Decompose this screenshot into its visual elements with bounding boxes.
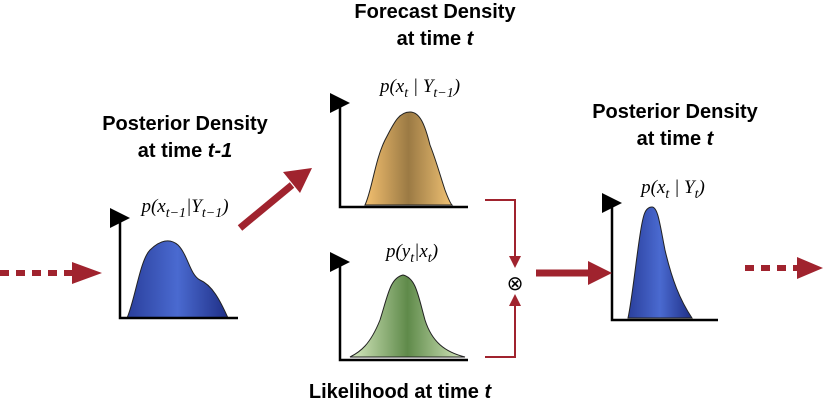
node-title: Posterior Density bbox=[102, 113, 268, 135]
likelihood-curve bbox=[349, 274, 466, 358]
formula-part: ) bbox=[698, 177, 705, 198]
subtitle-text: at time bbox=[138, 140, 208, 162]
arrowhead bbox=[509, 294, 521, 306]
time-symbol: t bbox=[707, 128, 715, 150]
formula-part: p(x bbox=[378, 76, 405, 97]
formula: p(xt | Yt−1) bbox=[378, 76, 460, 101]
caption-text: Likelihood at time bbox=[309, 381, 485, 403]
formula-part: |x bbox=[414, 241, 428, 262]
subtitle-text: at time bbox=[397, 28, 467, 50]
curves bbox=[126, 111, 693, 358]
arrow bbox=[237, 182, 295, 231]
node-caption: Likelihood at time t bbox=[309, 381, 493, 403]
subtitle-text: at time bbox=[637, 128, 707, 150]
node-subtitle: at time t-1 bbox=[138, 140, 232, 162]
node-title: Posterior Density bbox=[592, 101, 758, 123]
formula-subscript: t bbox=[404, 86, 409, 101]
time-symbol: t-1 bbox=[208, 140, 232, 162]
posterior-prev-curve bbox=[126, 240, 229, 319]
node-subtitle: at time t bbox=[637, 128, 715, 150]
formula-part: p(y bbox=[384, 241, 411, 262]
axis bbox=[110, 208, 238, 320]
formula-part: |Y bbox=[186, 196, 204, 217]
connector bbox=[485, 199, 516, 260]
formula-subscript: t bbox=[410, 251, 415, 266]
formula-part: p(x bbox=[139, 196, 166, 217]
formula: p(xt−1|Yt−1) bbox=[139, 196, 228, 221]
arrowhead bbox=[509, 256, 521, 268]
formula-part: ) bbox=[431, 241, 438, 262]
node-title: Forecast Density bbox=[354, 1, 516, 23]
axis bbox=[602, 193, 718, 322]
arrowhead bbox=[72, 262, 102, 284]
arrows bbox=[0, 168, 823, 358]
axes bbox=[110, 93, 718, 362]
formula-subscript: t−1 bbox=[202, 206, 222, 221]
node-subtitle: at time t bbox=[397, 28, 475, 50]
posterior-curve bbox=[627, 206, 693, 319]
formula: p(xt | Yt) bbox=[639, 177, 705, 202]
arrowhead bbox=[797, 257, 823, 279]
formula-part: | Y bbox=[408, 76, 436, 97]
formula-subscript: t bbox=[695, 187, 700, 202]
formula-part: ) bbox=[221, 196, 228, 217]
formula-subscript: t−1 bbox=[433, 86, 453, 101]
arrowhead bbox=[588, 261, 612, 285]
forecast-curve bbox=[364, 111, 454, 206]
time-symbol: t bbox=[467, 28, 475, 50]
axis bbox=[330, 93, 468, 209]
product-operator: ⊗ bbox=[507, 271, 524, 295]
formula-subscript: t−1 bbox=[166, 206, 186, 221]
time-symbol: t bbox=[484, 381, 492, 403]
formula-part: | Y bbox=[669, 177, 697, 198]
connector bbox=[485, 302, 516, 358]
axis bbox=[330, 252, 468, 362]
formula-subscript: t bbox=[665, 187, 670, 202]
formula-subscript: t bbox=[428, 251, 433, 266]
formula-part: p(x bbox=[639, 177, 666, 198]
arrowhead bbox=[283, 168, 312, 193]
formula: p(yt|xt) bbox=[384, 241, 438, 266]
formula-part: ) bbox=[453, 76, 460, 97]
